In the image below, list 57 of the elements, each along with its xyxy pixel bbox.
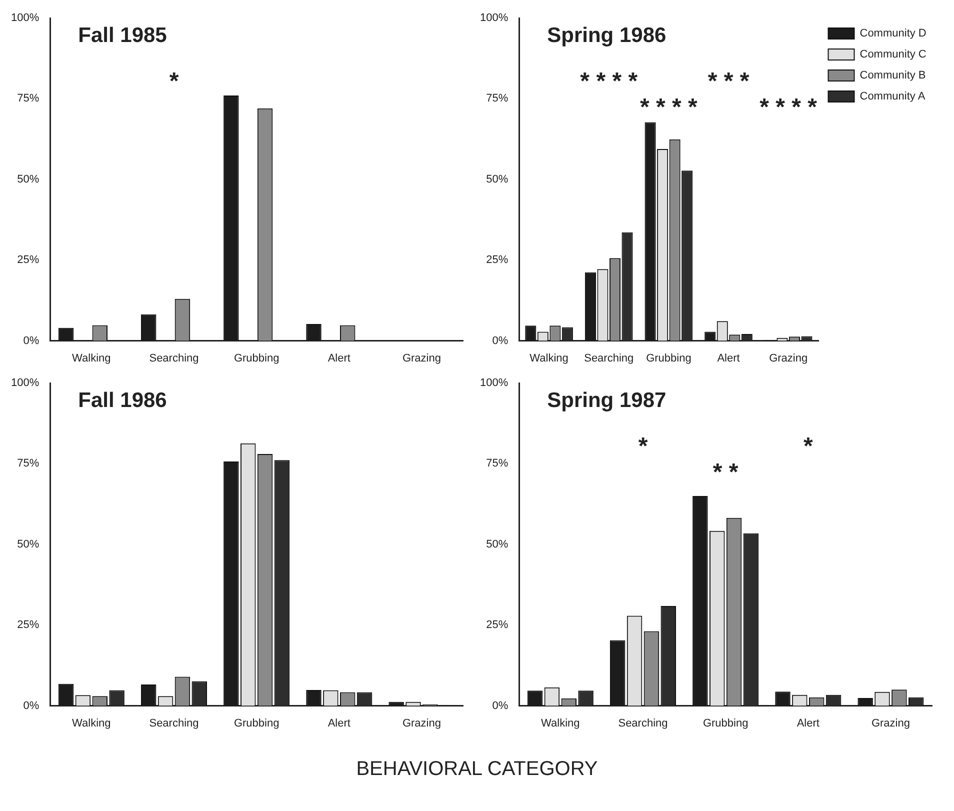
- x-tick-label: Searching: [149, 717, 199, 730]
- y-tick-label: 0%: [23, 700, 40, 712]
- x-tick-label: Searching: [618, 717, 668, 730]
- y-tick-label: 50%: [17, 173, 40, 186]
- x-axis-title: BEHAVIORAL CATEGORY: [355, 758, 599, 781]
- x-tick-label: Grazing: [769, 352, 808, 364]
- legend-label: Community C: [860, 48, 926, 61]
- annotation: * * * *: [640, 94, 698, 122]
- x-tick-label: Grubbing: [646, 352, 692, 364]
- legend-label: Community A: [860, 90, 926, 103]
- annotation: * *: [712, 459, 739, 486]
- legend-label: Community B: [860, 70, 926, 82]
- y-tick-label: 100%: [10, 12, 40, 24]
- y-tick-label: 25%: [17, 254, 40, 266]
- x-tick-label: Grazing: [871, 717, 910, 730]
- y-tick-label: 50%: [486, 538, 508, 550]
- chart-title: Spring 1987: [547, 388, 666, 412]
- chart-title: Fall 1986: [78, 388, 167, 412]
- x-tick-label: Walking: [541, 717, 580, 730]
- y-tick-label: 100%: [480, 12, 508, 24]
- y-tick-label: 100%: [10, 377, 40, 390]
- annotation: * * *: [708, 68, 750, 96]
- y-tick-label: 0%: [492, 700, 508, 712]
- legend-label: Community D: [860, 28, 926, 40]
- annotation: *: [803, 433, 814, 460]
- y-tick-label: 0%: [492, 334, 508, 347]
- x-tick-label: Alert: [328, 717, 350, 730]
- x-tick-label: Alert: [717, 352, 740, 364]
- x-tick-label: Alert: [328, 352, 350, 364]
- x-tick-label: Grubbing: [702, 717, 748, 730]
- y-tick-label: 25%: [486, 619, 508, 632]
- y-tick-label: 75%: [17, 92, 40, 105]
- y-tick-label: 100%: [480, 377, 508, 390]
- x-tick-label: Grubbing: [234, 717, 280, 730]
- y-tick-label: 75%: [486, 458, 508, 470]
- x-tick-label: Grazing: [402, 352, 441, 364]
- y-tick-label: 0%: [23, 334, 40, 347]
- annotation: * * * *: [760, 94, 818, 122]
- chart-title: Spring 1986: [547, 24, 666, 47]
- y-tick-label: 25%: [17, 619, 40, 632]
- y-tick-label: 75%: [17, 458, 40, 470]
- y-tick-label: 25%: [486, 254, 508, 266]
- x-tick-label: Searching: [149, 352, 199, 364]
- annotation: *: [638, 433, 648, 460]
- annotation: *: [169, 68, 180, 96]
- y-tick-label: 50%: [486, 173, 508, 186]
- x-tick-label: Grubbing: [234, 352, 280, 364]
- y-tick-label: 50%: [17, 538, 40, 550]
- x-tick-label: Alert: [796, 717, 820, 730]
- x-tick-label: Walking: [72, 352, 111, 364]
- x-tick-label: Walking: [72, 717, 111, 730]
- y-tick-label: 75%: [486, 92, 508, 105]
- annotation: * * * *: [580, 68, 638, 96]
- chart-title: Fall 1985: [78, 24, 168, 47]
- x-tick-label: Searching: [584, 352, 634, 364]
- x-tick-label: Walking: [530, 352, 568, 364]
- x-tick-label: Grazing: [402, 717, 441, 730]
